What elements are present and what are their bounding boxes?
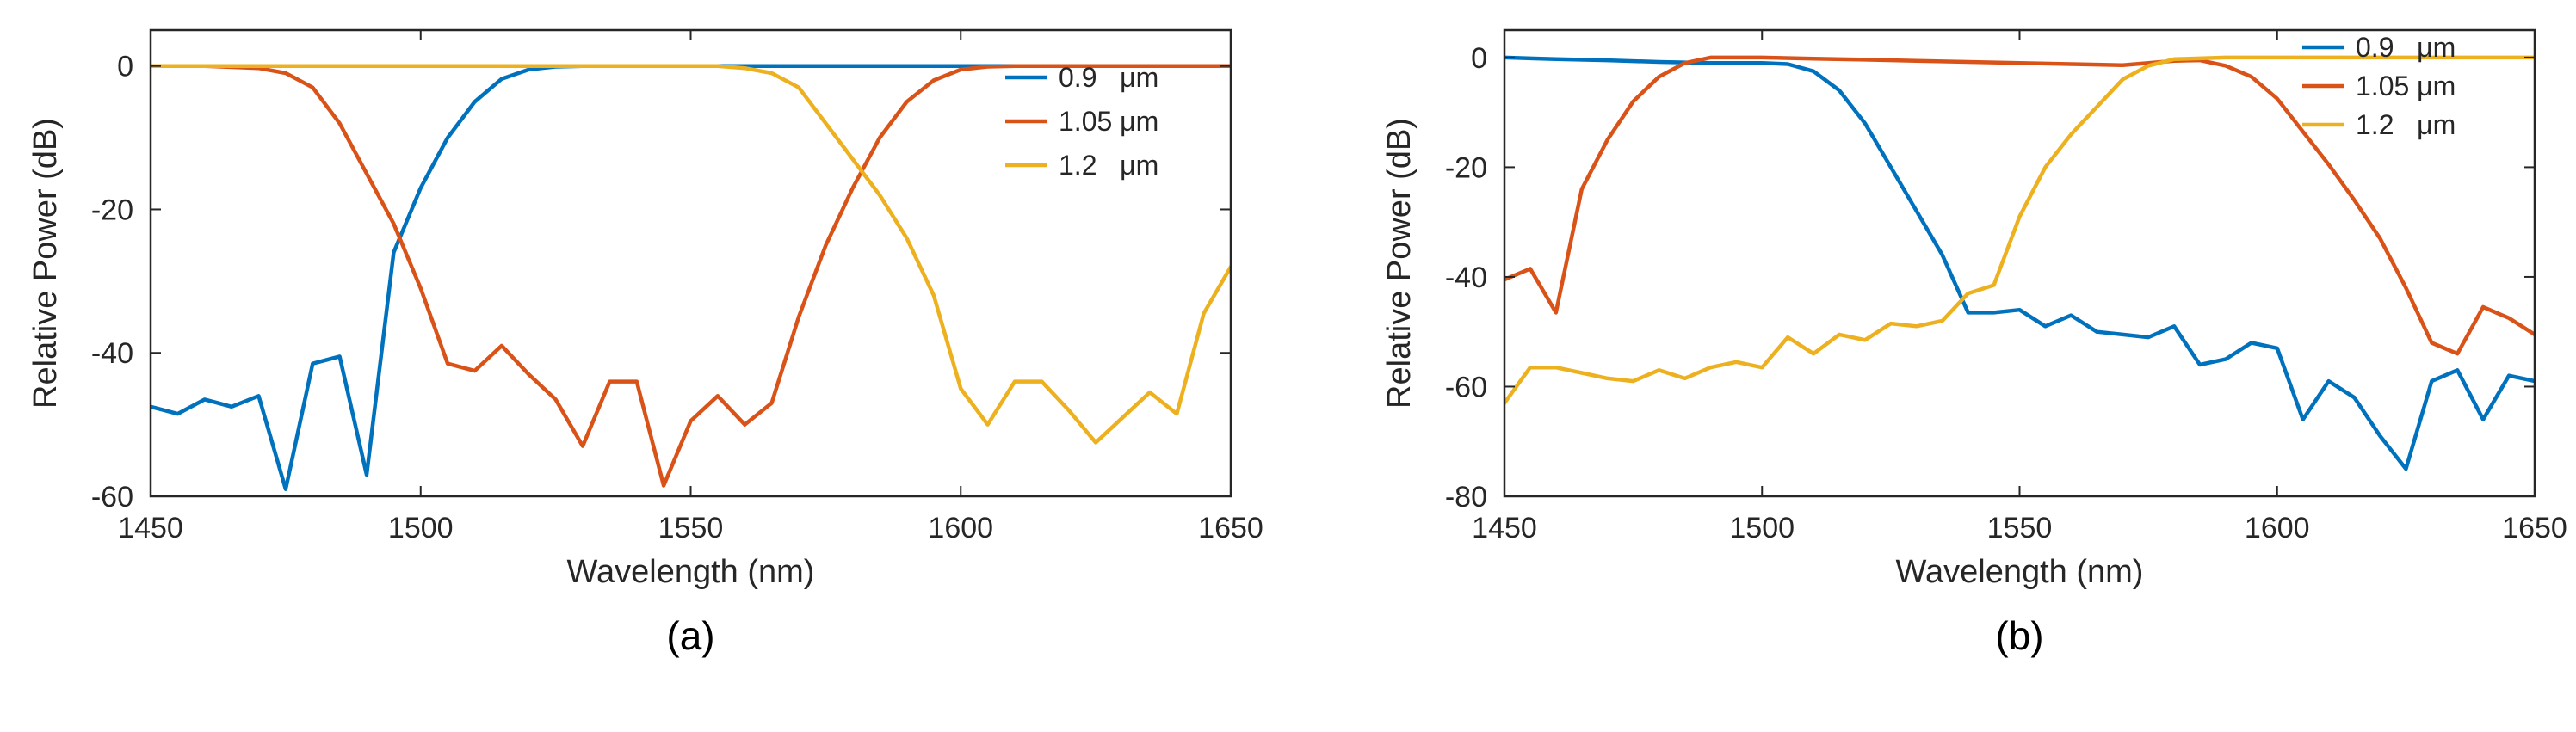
x-tick-label: 1450 [118,512,183,544]
series-line-0 [1504,55,2535,471]
panel-label: (b) [1995,613,2043,658]
series-line-1 [151,64,1231,488]
series-group [151,64,1231,491]
x-tick-label: 1500 [388,512,454,544]
legend-label-1: 1.05 μm [2356,71,2456,101]
y-tick-label: -20 [1445,151,1487,184]
x-axis-label: Wavelength (nm) [567,554,815,590]
x-tick-label: 1650 [2502,512,2567,544]
legend: 0.9 μm 1.05 μm 1.2 μm [1005,62,1158,181]
y-tick-label: 0 [1471,42,1487,75]
y-tick-label: -40 [91,337,133,370]
series-line-2 [151,64,1231,445]
legend: 0.9 μm 1.05 μm 1.2 μm [2302,32,2456,140]
x-tick-label: 1550 [1987,512,2053,544]
y-tick-label: -60 [1445,371,1487,403]
y-tick-label: 0 [117,51,133,83]
legend-label-0: 0.9 μm [1059,62,1158,93]
panel-label: (a) [666,613,714,658]
plot-area [151,30,1231,496]
y-axis-label: Relative Power (dB) [1381,118,1418,409]
x-tick-label: 1500 [1729,512,1795,544]
plot-area [1504,30,2535,496]
chart-panel-a: 1450 1500 1550 1600 1650 -60 -40 -20 0 Wavelength… [28,28,1263,658]
x-tick-label: 1450 [1472,512,1537,544]
y-tick-label: -60 [91,481,133,514]
y-tick-label: -40 [1445,261,1487,294]
x-tick-label: 1600 [2245,512,2310,544]
x-tick-label: 1550 [658,512,724,544]
series-group [1504,55,2535,471]
y-tick-label: -80 [1445,481,1487,514]
x-axis-label: Wavelength (nm) [1896,554,2144,590]
legend-label-0: 0.9 μm [2356,32,2456,63]
x-tick-label: 1600 [928,512,993,544]
chart-panel-b: 1450 1500 1550 1600 1650 -80 -60 -40 -20 0 Wavelen… [1381,28,2567,658]
y-tick-label: -20 [91,194,133,226]
legend-label-2: 1.2 μm [2356,109,2456,140]
y-axis-label: Relative Power (dB) [28,118,64,409]
series-line-2 [1504,55,2535,405]
legend-label-1: 1.05 μm [1059,106,1158,137]
legend-label-2: 1.2 μm [1059,150,1158,181]
series-line-1 [1504,55,2535,356]
x-tick-label: 1650 [1198,512,1263,544]
